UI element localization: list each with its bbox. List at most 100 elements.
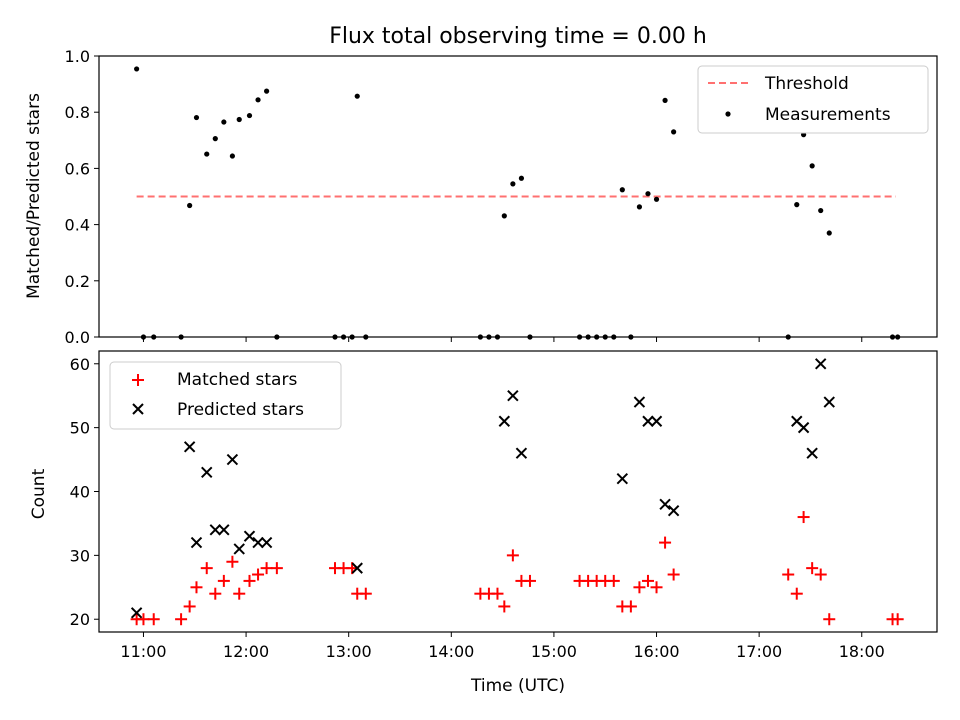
- matched-star-point: [226, 555, 239, 568]
- ratio-y-tick-label: 0.0: [65, 328, 90, 347]
- measurement-point: [349, 334, 355, 340]
- measurement-point: [501, 213, 507, 219]
- ratio-x-ticks: [142, 337, 863, 342]
- matched-star-point: [823, 613, 836, 626]
- matched-star-point: [650, 581, 663, 594]
- matched-star-point: [270, 562, 283, 575]
- predicted-star-point: [209, 524, 222, 536]
- counts-x-label: Time (UTC): [470, 676, 565, 696]
- ratio-y-label: Matched/Predicted stars: [24, 93, 44, 299]
- counts-x-tick-label: 14:00: [428, 642, 474, 661]
- measurement-point: [794, 202, 800, 208]
- matched-star-point: [243, 574, 256, 587]
- predicted-star-point: [218, 524, 230, 536]
- measurement-point: [611, 334, 617, 340]
- matched-star-point: [260, 562, 273, 575]
- matched-star-point: [190, 581, 203, 594]
- predicted-star-point: [260, 536, 273, 549]
- measurement-point: [494, 334, 501, 340]
- predicted-star-point: [616, 473, 629, 485]
- measurement-point: [594, 334, 600, 340]
- measurement-point: [332, 334, 338, 340]
- matched-star-point: [641, 574, 654, 587]
- counts-y-tick-label: 50: [70, 419, 90, 438]
- predicted-star-point: [351, 562, 363, 574]
- measurement-point: [229, 153, 235, 159]
- predicted-star-point: [659, 498, 671, 510]
- legend-measurements-swatch: [725, 111, 731, 117]
- matched-star-point: [491, 587, 504, 600]
- ratio-y-tick-label: 0.8: [65, 103, 90, 122]
- legend-threshold-label: Threshold: [764, 74, 849, 94]
- predicted-star-point: [806, 447, 818, 459]
- predicted-star-point: [183, 441, 196, 453]
- counts-x-tick-label: 13:00: [326, 642, 372, 661]
- measurement-point: [134, 66, 140, 72]
- matched-star-point: [137, 613, 150, 626]
- panel-ratio: Flux total observing time = 0.00 h 0.00.…: [24, 24, 938, 347]
- measurement-point: [246, 112, 253, 119]
- ratio-y-ticks: 0.0 0.2 0.4 0.6 0.8 1.0: [65, 47, 99, 347]
- predicted-star-point: [233, 543, 245, 555]
- measurement-point: [889, 334, 896, 340]
- measurement-point: [653, 196, 660, 202]
- measurement-point: [585, 334, 591, 340]
- predicted-star-point: [814, 358, 827, 370]
- matched-star-point: [147, 613, 160, 626]
- matched-star-point: [183, 600, 196, 613]
- predicted-star-point: [243, 530, 256, 542]
- measurement-point: [255, 97, 261, 103]
- predicted-star-point: [633, 396, 646, 408]
- counts-y-ticks: 20 30 40 50 60: [70, 355, 99, 629]
- legend-predicted-label: Predicted stars: [177, 400, 304, 420]
- measurement-point: [645, 191, 651, 197]
- matched-star-point: [252, 568, 265, 581]
- matched-star-point: [797, 511, 810, 524]
- predicted-star-point: [650, 415, 663, 427]
- legend-matched-label: Matched stars: [177, 370, 297, 390]
- measurement-point: [477, 334, 483, 340]
- legend-measurements-label: Measurements: [765, 105, 891, 125]
- panel-counts: 20 30 40 50 60 11:00 12:00 13:00 14:00 15:00 16:0…: [29, 350, 938, 696]
- ratio-axes-frame: [98, 55, 938, 338]
- predicted-star-point: [226, 453, 239, 466]
- matched-stars-points: [130, 511, 904, 626]
- matched-star-point: [607, 574, 620, 587]
- counts-x-ticks: 11:00 12:00 13:00 14:00 15:00 16:00 17:00 18:00: [120, 632, 885, 661]
- measurement-point: [619, 187, 625, 193]
- measurement-point: [354, 93, 360, 99]
- predicted-star-point: [130, 607, 143, 619]
- counts-y-tick-label: 30: [70, 546, 90, 565]
- matched-star-point: [175, 613, 188, 626]
- measurement-point: [785, 334, 791, 340]
- measurement-point: [264, 88, 270, 94]
- matched-star-point: [233, 587, 246, 600]
- predicted-star-point: [667, 504, 680, 517]
- measurement-point: [527, 334, 533, 340]
- predicted-star-point: [190, 536, 203, 549]
- ratio-y-tick-label: 1.0: [65, 47, 90, 66]
- predicted-star-point: [201, 466, 213, 479]
- measurement-point: [518, 175, 525, 181]
- ratio-legend-box: [697, 65, 929, 134]
- ratio-y-tick-label: 0.6: [65, 159, 90, 178]
- matched-star-point: [891, 613, 904, 626]
- counts-x-tick-label: 11:00: [120, 642, 166, 661]
- matched-star-point: [506, 549, 519, 562]
- counts-y-tick-label: 60: [70, 355, 90, 374]
- counts-x-tick-label: 12:00: [223, 642, 269, 661]
- matched-star-point: [200, 562, 213, 575]
- counts-y-tick-label: 20: [70, 610, 90, 629]
- matched-star-point: [624, 600, 637, 613]
- measurement-points: [134, 66, 901, 340]
- predicted-star-point: [642, 415, 654, 427]
- measurement-point: [212, 136, 218, 142]
- counts-legend-box: [109, 361, 342, 430]
- measurement-point: [193, 114, 200, 121]
- matched-star-point: [790, 587, 803, 600]
- matched-star-point: [217, 574, 230, 587]
- measurement-point: [140, 334, 147, 340]
- predicted-stars-points: [130, 358, 835, 619]
- counts-x-tick-label: 17:00: [736, 642, 782, 661]
